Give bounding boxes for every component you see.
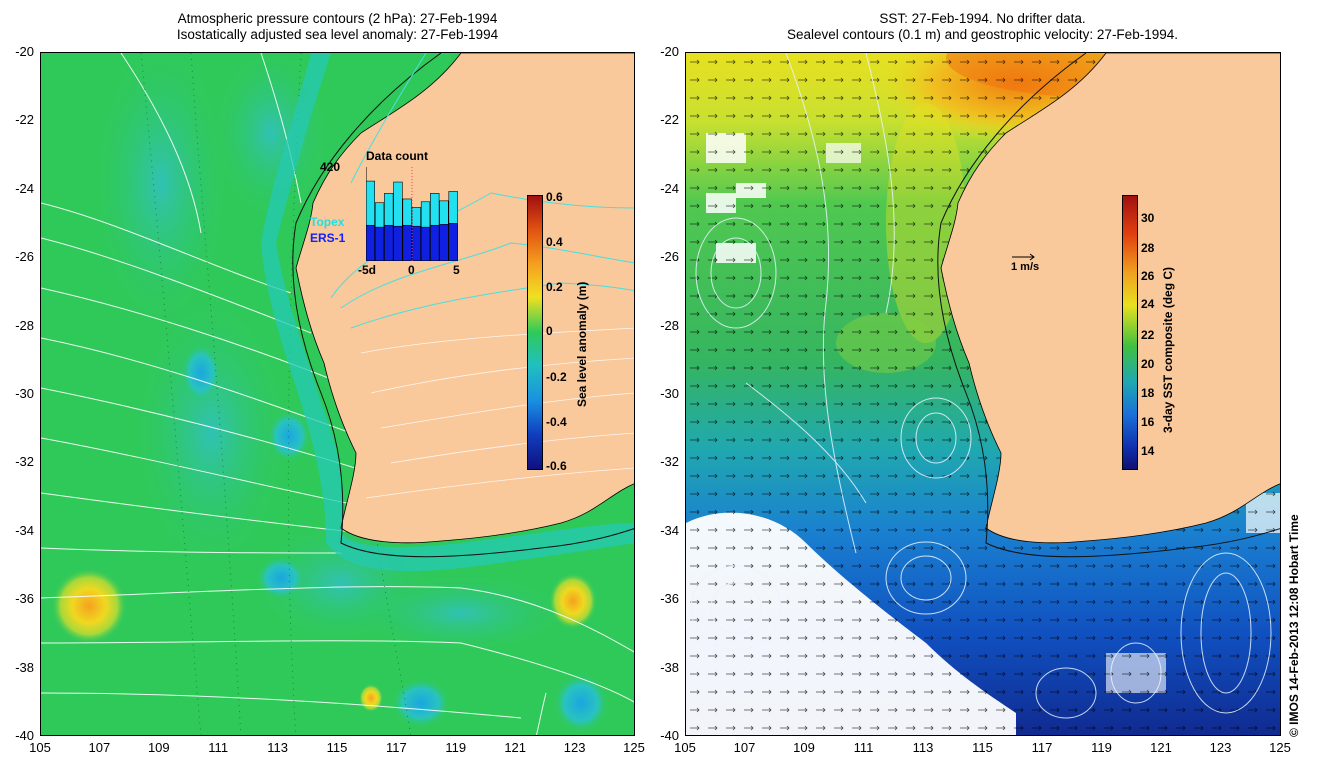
- right-ytick-6: -32: [660, 454, 679, 470]
- left-cbar-tick-5: -0.4: [546, 415, 567, 429]
- left-cbar-label: Sea level anomaly (m): [575, 281, 589, 407]
- sla-low-spot: [267, 410, 311, 462]
- left-xtick-4: 113: [267, 740, 288, 755]
- left-colorbar: [527, 195, 543, 470]
- australia-land-right: [940, 53, 1280, 544]
- right-xtick-3: 111: [853, 740, 874, 755]
- inset-bar-ers1: [439, 224, 449, 261]
- legend-ers1: ERS-1: [310, 231, 346, 245]
- scale-arrow-label: 1 m/s: [1011, 261, 1040, 273]
- scale-arrow: [1012, 253, 1035, 261]
- data-count-inset: Data count 420 Topex ERS-1 -5d 0 5: [310, 145, 470, 285]
- left-title-line2: Isostatically adjusted sea level anomaly…: [176, 27, 499, 42]
- right-ytick-2: -24: [660, 180, 679, 196]
- legend-topex: Topex: [310, 215, 345, 229]
- right-cbar-tick-6: 18: [1141, 386, 1155, 400]
- left-ytick-3: -26: [15, 249, 34, 265]
- inset-histogram: [366, 167, 458, 261]
- right-xtick-7: 119: [1091, 740, 1112, 755]
- left-xtick-3: 111: [208, 740, 229, 755]
- left-xtick-6: 117: [386, 740, 407, 755]
- right-cbar-tick-5: 20: [1141, 357, 1155, 371]
- right-xtick-6: 117: [1031, 740, 1053, 755]
- right-xtick-10: 125: [1269, 740, 1291, 755]
- left-ytick-10: -40: [15, 728, 34, 743]
- right-colorbar: [1122, 195, 1138, 470]
- left-xtick-1: 107: [88, 740, 111, 755]
- left-cbar-tick-3: 0: [546, 324, 553, 338]
- inset-xtick-0: -5d: [358, 263, 376, 277]
- left-xtick-8: 121: [504, 740, 527, 755]
- inset-bar-topex: [366, 180, 375, 261]
- right-xtick-1: 107: [733, 740, 756, 755]
- left-xtick-0: 105: [29, 740, 51, 755]
- right-ytick-1: -22: [660, 112, 679, 128]
- inset-bar-ers1: [384, 224, 394, 261]
- right-ytick-4: -28: [660, 317, 679, 333]
- right-title-line2: Sealevel contours (0.1 m) and geostrophi…: [787, 27, 1178, 42]
- right-ytick-7: -34: [660, 522, 679, 538]
- right-xtick-2: 109: [793, 740, 815, 755]
- inset-bar-ers1: [420, 226, 431, 261]
- inset-bar-ers1: [411, 225, 421, 261]
- left-map-svg: [41, 53, 634, 735]
- right-cbar-tick-4: 22: [1141, 328, 1155, 342]
- right-cbar-tick-3: 24: [1141, 297, 1155, 311]
- inset-bar-ers1: [430, 224, 440, 261]
- right-cbar-tick-1: 28: [1141, 241, 1155, 255]
- left-cbar-tick-4: -0.2: [546, 370, 567, 384]
- right-ytick-8: -36: [660, 591, 679, 607]
- right-cbar-tick-2: 26: [1141, 269, 1155, 283]
- right-cbar-label: 3-day SST composite (deg C): [1161, 266, 1175, 433]
- left-xtick-5: 115: [326, 740, 348, 755]
- right-xtick-8: 121: [1150, 740, 1172, 755]
- inset-title: Data count: [366, 149, 429, 163]
- right-title-line1: SST: 27-Feb-1994. No drifter data.: [879, 11, 1086, 26]
- inset-ymax-label: 420: [320, 160, 341, 174]
- left-xtick-10: 125: [623, 740, 645, 755]
- inset-bar-ers1: [366, 224, 375, 261]
- right-map-svg: [686, 53, 1280, 735]
- left-ytick-0: -20: [15, 44, 34, 59]
- right-cbar-tick-8: 14: [1141, 444, 1155, 458]
- right-xtick-0: 105: [674, 740, 696, 755]
- left-xtick-9: 123: [563, 740, 586, 755]
- inset-xtick-2: 5: [453, 263, 460, 277]
- right-cbar-tick-7: 16: [1141, 415, 1155, 429]
- left-cbar-tick-1: 0.4: [546, 235, 563, 249]
- right-xtick-4: 113: [912, 740, 934, 755]
- right-xtick-9: 123: [1209, 740, 1232, 755]
- right-ytick-0: -20: [660, 44, 679, 59]
- left-ytick-2: -24: [15, 180, 34, 196]
- left-xtick-2: 109: [147, 740, 170, 755]
- right-ytick-3: -26: [660, 249, 679, 265]
- right-ytick-5: -30: [660, 386, 679, 401]
- left-xtick-7: 119: [445, 740, 467, 755]
- inset-bar-ers1: [393, 225, 403, 261]
- left-ytick-7: -34: [15, 522, 34, 538]
- inset-xtick-1: 0: [408, 263, 415, 277]
- left-ytick-5: -30: [15, 386, 34, 401]
- left-title-line1: Atmospheric pressure contours (2 hPa): 2…: [177, 11, 498, 26]
- left-cbar-tick-6: -0.6: [546, 459, 567, 473]
- right-ytick-9: -38: [660, 659, 679, 675]
- right-map: [685, 52, 1281, 736]
- left-ytick-1: -22: [15, 112, 34, 128]
- left-ytick-9: -38: [15, 659, 34, 675]
- left-cbar-tick-2: 0.2: [546, 280, 563, 294]
- left-map: [40, 52, 635, 736]
- inset-bar-ers1: [402, 224, 412, 261]
- left-ytick-6: -32: [15, 454, 34, 470]
- right-ytick-10: -40: [660, 728, 679, 743]
- left-ytick-8: -36: [15, 591, 34, 607]
- right-xtick-5: 115: [972, 740, 993, 755]
- sla-high-spot: [51, 568, 127, 644]
- inset-bar-ers1: [374, 226, 385, 261]
- right-cbar-tick-0: 30: [1141, 211, 1155, 225]
- left-ytick-4: -28: [15, 317, 34, 333]
- inset-bar-ers1: [448, 223, 458, 261]
- left-cbar-tick-0: 0.6: [546, 190, 563, 204]
- credit-text: © IMOS 14-Feb-2013 12:08 Hobart Time: [1287, 514, 1301, 737]
